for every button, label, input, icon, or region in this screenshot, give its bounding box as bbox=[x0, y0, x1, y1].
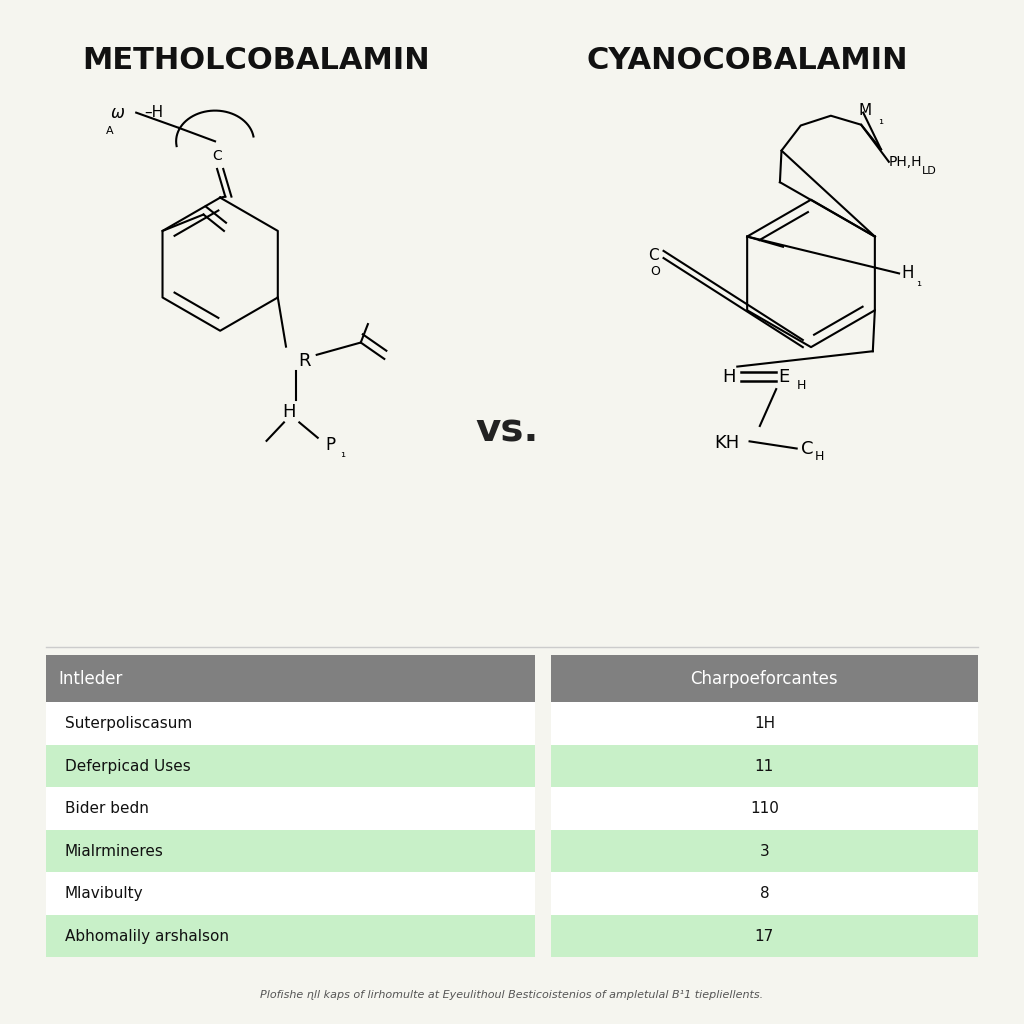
Text: C: C bbox=[801, 439, 813, 458]
Text: E: E bbox=[778, 368, 790, 386]
Text: LD: LD bbox=[922, 166, 936, 176]
Text: Mialrmineres: Mialrmineres bbox=[65, 844, 164, 859]
FancyBboxPatch shape bbox=[46, 915, 535, 957]
Text: 3: 3 bbox=[760, 844, 769, 859]
Text: Suterpoliscasum: Suterpoliscasum bbox=[65, 716, 191, 731]
Text: Plofishe ɳll kaps of lirhomulte at Eyeulithoul Besticoistenios of ampletulal B¹1: Plofishe ɳll kaps of lirhomulte at Eyeul… bbox=[260, 990, 764, 1000]
FancyBboxPatch shape bbox=[551, 702, 978, 745]
Text: Abhomalily arshalson: Abhomalily arshalson bbox=[65, 929, 228, 944]
FancyBboxPatch shape bbox=[551, 915, 978, 957]
Text: H: H bbox=[722, 368, 736, 386]
Text: ω: ω bbox=[111, 103, 125, 122]
Text: 1H: 1H bbox=[754, 716, 775, 731]
Text: C: C bbox=[212, 148, 222, 163]
Text: 8: 8 bbox=[760, 886, 769, 901]
Text: 11: 11 bbox=[755, 759, 774, 774]
FancyBboxPatch shape bbox=[46, 655, 535, 702]
FancyBboxPatch shape bbox=[551, 745, 978, 787]
Text: –H: –H bbox=[144, 105, 163, 120]
Text: P: P bbox=[325, 436, 335, 454]
Text: Mlavibulty: Mlavibulty bbox=[65, 886, 143, 901]
FancyBboxPatch shape bbox=[551, 829, 978, 872]
Text: ₁: ₁ bbox=[879, 115, 883, 127]
Text: O: O bbox=[650, 265, 660, 278]
FancyBboxPatch shape bbox=[46, 745, 535, 787]
Text: vs.: vs. bbox=[475, 411, 539, 450]
FancyBboxPatch shape bbox=[46, 702, 535, 745]
Text: 110: 110 bbox=[750, 801, 779, 816]
Text: H: H bbox=[283, 403, 296, 421]
Text: A: A bbox=[105, 126, 114, 136]
Text: H: H bbox=[901, 264, 913, 283]
Text: CYANOCOBALAMIN: CYANOCOBALAMIN bbox=[587, 46, 908, 75]
Text: PH,H: PH,H bbox=[889, 155, 923, 169]
Text: METHOLCOBALAMIN: METHOLCOBALAMIN bbox=[82, 46, 430, 75]
Text: Intleder: Intleder bbox=[58, 670, 123, 688]
FancyBboxPatch shape bbox=[551, 872, 978, 915]
FancyBboxPatch shape bbox=[551, 787, 978, 829]
Text: H: H bbox=[815, 451, 824, 463]
Text: M: M bbox=[859, 103, 871, 118]
FancyBboxPatch shape bbox=[46, 787, 535, 829]
FancyBboxPatch shape bbox=[551, 655, 978, 702]
Text: H: H bbox=[797, 379, 806, 391]
Text: ₁: ₁ bbox=[916, 276, 921, 289]
Text: Charpoeforcantes: Charpoeforcantes bbox=[690, 670, 839, 688]
Text: ₁: ₁ bbox=[340, 446, 345, 460]
Text: KH: KH bbox=[715, 434, 739, 453]
FancyBboxPatch shape bbox=[46, 872, 535, 915]
Text: Bider bedn: Bider bedn bbox=[65, 801, 148, 816]
Text: 17: 17 bbox=[755, 929, 774, 944]
Text: R: R bbox=[298, 352, 310, 370]
Text: Deferpicad Uses: Deferpicad Uses bbox=[65, 759, 190, 774]
FancyBboxPatch shape bbox=[46, 829, 535, 872]
Text: C: C bbox=[648, 249, 658, 263]
